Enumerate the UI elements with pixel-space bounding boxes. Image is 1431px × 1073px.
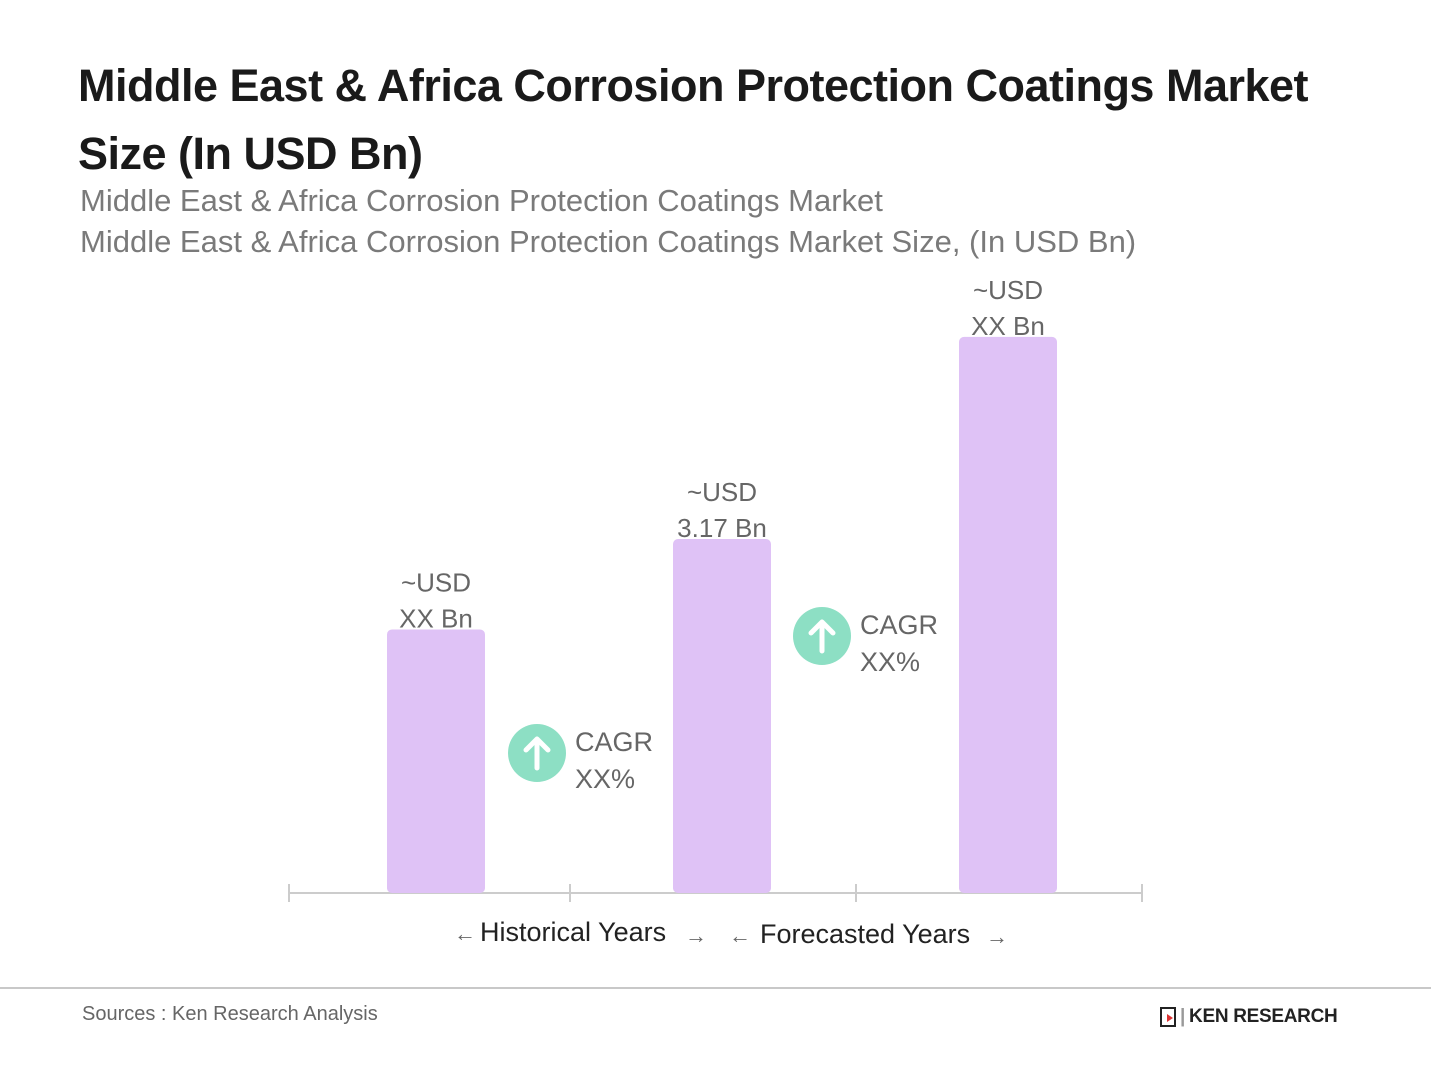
cagr-value: XX% [860, 647, 920, 677]
source-note: Sources : Ken Research Analysis [82, 1003, 378, 1025]
cagr-label: CAGR [575, 727, 653, 757]
bar [959, 336, 1057, 894]
data-label-line2: XX Bn [399, 603, 473, 633]
bar [387, 629, 485, 893]
forecasted-years-label: Forecasted Years [760, 919, 970, 949]
right-arrow-icon: → [986, 924, 1008, 949]
ken-research-logo: | KEN RESEARCH [1160, 1006, 1338, 1028]
left-arrow-icon: ← [454, 921, 476, 946]
bar [673, 539, 771, 893]
chart-subtitle-1: Middle East & Africa Corrosion Protectio… [80, 183, 883, 218]
arrow-up-glyph [523, 736, 551, 771]
cagr-label: CAGR [860, 610, 938, 640]
chart-subtitle-2: Middle East & Africa Corrosion Protectio… [80, 224, 1137, 259]
cagr-value: XX% [575, 764, 635, 794]
logo-mark-icon [1160, 1007, 1176, 1027]
data-label-line1: ~USD [401, 567, 471, 597]
historical-years-label: Historical Years [480, 917, 666, 947]
logo-text: KEN RESEARCH [1189, 1006, 1338, 1027]
data-label-line2: 3.17 Bn [677, 513, 767, 543]
chart-title: Middle East & Africa Corrosion Protectio… [78, 60, 1309, 179]
data-label-line2: XX Bn [971, 311, 1045, 341]
arrow-up-glyph [808, 619, 836, 654]
right-arrow-icon: → [685, 923, 707, 948]
left-arrow-icon: ← [729, 923, 751, 948]
data-label-line1: ~USD [687, 477, 757, 507]
data-label-line1: ~USD [973, 275, 1043, 305]
